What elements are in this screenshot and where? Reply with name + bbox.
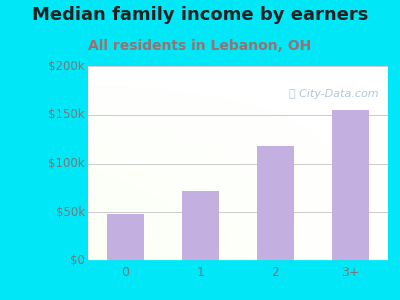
Text: $200k: $200k bbox=[48, 59, 85, 73]
Text: Median family income by earners: Median family income by earners bbox=[32, 6, 368, 24]
Bar bbox=[182, 191, 219, 261]
Bar bbox=[257, 146, 294, 261]
Text: $100k: $100k bbox=[48, 157, 85, 170]
Text: All residents in Lebanon, OH: All residents in Lebanon, OH bbox=[88, 39, 312, 53]
Text: $150k: $150k bbox=[48, 108, 85, 121]
Bar bbox=[107, 214, 144, 261]
Text: $50k: $50k bbox=[56, 206, 85, 219]
Text: Ⓣ City-Data.com: Ⓣ City-Data.com bbox=[289, 89, 379, 99]
Text: $0: $0 bbox=[70, 254, 85, 268]
Bar bbox=[332, 110, 369, 261]
